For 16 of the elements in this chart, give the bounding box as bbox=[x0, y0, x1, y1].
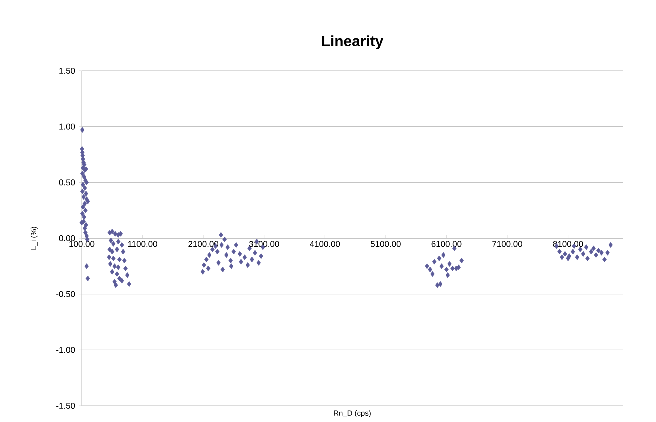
y-tick-label: 0.50 bbox=[59, 180, 76, 186]
x-tick-label: 1100.00 bbox=[128, 241, 158, 248]
y-tick-label: 1.00 bbox=[60, 124, 76, 130]
x-tick-label: 2100.00 bbox=[188, 241, 219, 248]
y-tick-label: 0.00 bbox=[59, 236, 76, 242]
x-tick-label: 100.00 bbox=[70, 241, 95, 248]
x-tick-label: 6100.00 bbox=[432, 241, 462, 248]
chart-title: Linearity bbox=[322, 36, 384, 50]
x-tick-label: 7100.00 bbox=[492, 241, 522, 248]
x-tick-label: 5100.00 bbox=[370, 241, 401, 248]
y-tick-label: -0.50 bbox=[56, 291, 76, 298]
x-tick-label: 3100.00 bbox=[249, 241, 280, 248]
y-tick-label: -1.50 bbox=[56, 403, 76, 409]
y-tick-label: -1.00 bbox=[56, 347, 76, 354]
x-tick-label: 4100.00 bbox=[310, 241, 340, 248]
y-tick-label: 1.50 bbox=[60, 68, 76, 74]
